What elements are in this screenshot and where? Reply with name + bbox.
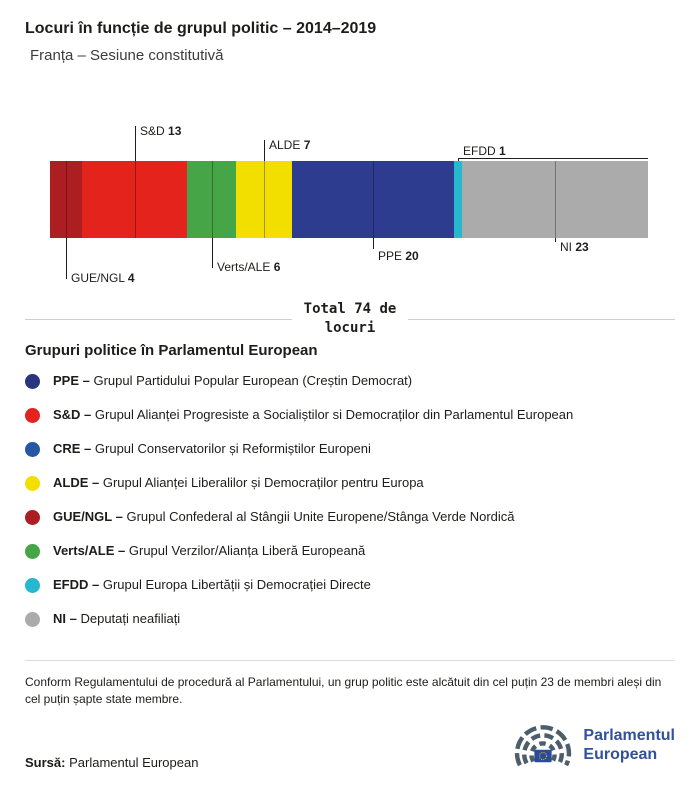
callout-label-efdd: EFDD 1 [463,144,506,158]
callout-line-gue-ngl [66,238,67,279]
legend-item: NI – Deputați neafiliați [25,610,675,628]
page-title: Locuri în funcție de grupul politic – 20… [25,20,377,37]
legend-item: Verts/ALE – Grupul Verzilor/Alianța Libe… [25,542,675,560]
inbar-line-verts-ale [212,161,213,238]
total-seats-label: Total 74 de locuri [303,301,397,336]
source-label: Sursă: [25,755,66,770]
legend-item: CRE – Grupul Conservatorilor și Reformiș… [25,440,675,458]
legend-item-text: Verts/ALE – Grupul Verzilor/Alianța Libe… [53,543,366,558]
bar-segment-verts-ale[interactable] [187,161,236,238]
inbar-line-alde [264,161,265,238]
callout-line-efdd [458,158,459,161]
ep-logo-text-line1: Parlamentul [583,727,675,744]
callout-line-s-d [135,126,136,161]
source-value: Parlamentul European [69,755,199,770]
legend-item-text: S&D – Grupul Alianței Progresiste a Soci… [53,407,574,422]
legend-item-text: EFDD – Grupul Europa Libertății și Democ… [53,577,371,592]
callout-line-ni [555,238,556,242]
inbar-line-ppe [373,161,374,238]
divider-line-right [408,318,675,320]
bar-segment-alde[interactable] [235,161,293,238]
stacked-bar [50,161,648,238]
inbar-line-ni [555,161,556,238]
bar-segment-efdd[interactable] [454,161,463,238]
seats-stacked-bar-chart: GUE/NGL 4 S&D 13 Verts/ALE 6 ALDE 7 PPE 20 EF… [0,113,700,285]
political-groups-legend: PPE – Grupul Partidului Popular European… [25,372,675,628]
ep-logo-text-line2: European [583,746,658,763]
divider-line-left [25,318,292,320]
ep-logo: Parlamentul European [512,720,675,770]
callout-label-alde: ALDE 7 [269,138,311,152]
legend-item-text: NI – Deputați neafiliați [53,611,181,626]
legend-color-dot [25,407,40,423]
callout-line-verts-ale [212,238,213,268]
callout-label-s-d: S&D 13 [140,124,182,138]
legend-color-dot [25,373,40,389]
callout-line-ppe [373,238,374,249]
bar-segment-gue-ngl[interactable] [50,161,83,238]
legend-item-text: ALDE – Grupul Alianței Liberalilor și De… [53,475,424,490]
bar-segment-ni[interactable] [462,161,648,238]
legend-color-dot [25,577,40,593]
total-divider: Total 74 de locuri [25,300,675,338]
footer-separator [25,660,675,661]
callout-label-verts-ale: Verts/ALE 6 [217,260,281,274]
legend-item-text: GUE/NGL – Grupul Confederal al Stângii U… [53,509,515,524]
legend-item-text: PPE – Grupul Partidului Popular European… [53,373,413,388]
callout-underline-efdd [458,158,648,159]
legend-item: ALDE – Grupul Alianței Liberalilor și De… [25,474,675,492]
legend-item: EFDD – Grupul Europa Libertății și Democ… [25,576,675,594]
page-subtitle: Franța – Sesiune constitutivă [30,47,224,64]
bar-segment-ppe[interactable] [292,161,455,238]
ep-logo-icon [515,725,572,767]
inbar-line-gue-ngl [66,161,67,238]
legend-item: PPE – Grupul Partidului Popular European… [25,372,675,390]
inbar-line-s-d [135,161,136,238]
legend-color-dot [25,475,40,491]
legend-item-text: CRE – Grupul Conservatorilor și Reformiș… [53,441,371,456]
ep-logo-text: Parlamentul European [583,726,675,764]
callout-label-ni: NI 23 [560,240,589,254]
bar-segment-s-d[interactable] [82,161,188,238]
legend-color-dot [25,509,40,525]
callout-label-ppe: PPE 20 [378,249,419,263]
legend-color-dot [25,441,40,457]
callout-line-alde [264,140,265,161]
source-line: Sursă: Parlamentul European [25,755,198,770]
legend-color-dot [25,543,40,559]
footer-row: Sursă: Parlamentul European Parlamentul … [25,720,675,770]
legend-color-dot [25,611,40,627]
legend-item: S&D – Grupul Alianței Progresiste a Soci… [25,406,675,424]
legend-item: GUE/NGL – Grupul Confederal al Stângii U… [25,508,675,526]
footnote: Conform Regulamentului de procedură al P… [25,675,662,706]
legend-heading: Grupuri politice în Parlamentul European [25,342,318,359]
callout-label-gue-ngl: GUE/NGL 4 [71,271,135,285]
